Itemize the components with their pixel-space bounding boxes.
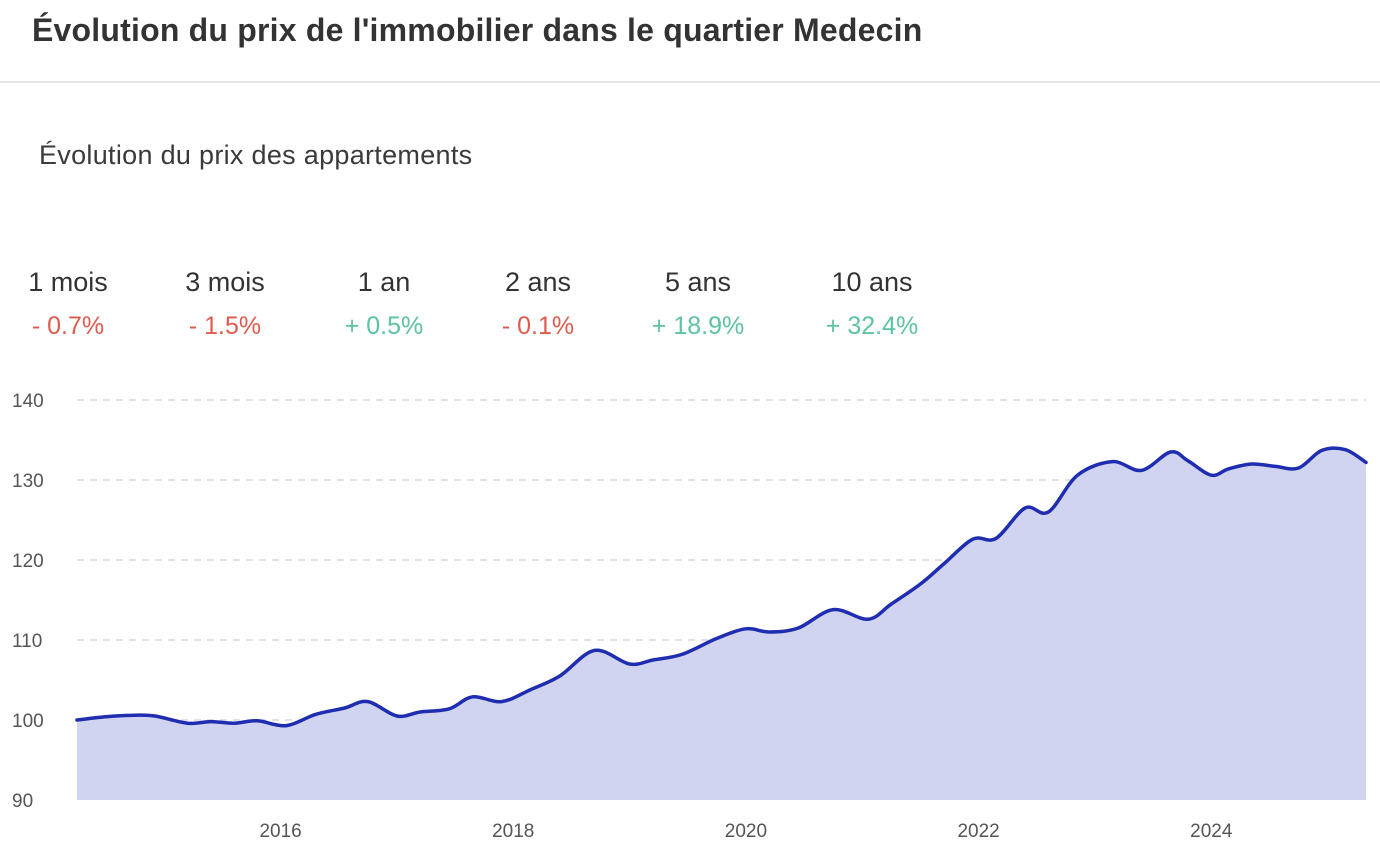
y-tick-label: 90 xyxy=(12,791,33,812)
price-line xyxy=(75,446,1368,728)
stat-label: 5 ans xyxy=(664,267,732,297)
stat-10-ans: 10 ans + 32.4% xyxy=(792,264,952,344)
y-tick-label: 130 xyxy=(12,471,44,492)
x-tick-label: 2024 xyxy=(1190,821,1233,842)
stat-label: 2 ans xyxy=(504,267,572,297)
page-header: Évolution du prix de l'immobilier dans l… xyxy=(0,0,1380,83)
y-tick-label: 140 xyxy=(12,391,44,412)
stat-value: - 1.5% xyxy=(188,312,262,340)
stat-value: - 0.7% xyxy=(31,312,105,340)
stat-label: 10 ans xyxy=(831,267,913,297)
stat-value: - 0.1% xyxy=(501,312,575,340)
x-tick-label: 2018 xyxy=(492,821,534,842)
x-tick-label: 2022 xyxy=(957,821,999,842)
stat-5-ans: 5 ans + 18.9% xyxy=(618,264,778,344)
x-tick-label: 2020 xyxy=(725,821,767,842)
stat-1-mois: 1 mois - 0.7% xyxy=(0,264,148,344)
y-tick-label: 120 xyxy=(12,551,44,572)
stat-label: 1 mois xyxy=(28,267,108,297)
area-fill xyxy=(77,448,1366,800)
stat-label: 3 mois xyxy=(185,267,265,297)
stat-label: 1 an xyxy=(357,267,411,297)
stat-value: + 18.9% xyxy=(651,312,745,340)
price-area-chart: 90 100 110 120 130 140 2016 2018 2020 2022 2024 xyxy=(12,391,1368,842)
y-tick-label: 100 xyxy=(12,711,44,732)
page-title: Évolution du prix de l'immobilier dans l… xyxy=(32,12,923,48)
y-tick-label: 110 xyxy=(12,631,42,652)
stat-value: + 32.4% xyxy=(825,312,919,340)
stat-1-an: 1 an + 0.5% xyxy=(304,264,464,344)
x-tick-label: 2016 xyxy=(259,821,301,842)
chart-subtitle: Évolution du prix des appartements xyxy=(39,140,473,170)
stat-2-ans: 2 ans - 0.1% xyxy=(458,264,618,344)
stat-value: + 0.5% xyxy=(344,312,424,340)
stat-3-mois: 3 mois - 1.5% xyxy=(145,264,305,344)
